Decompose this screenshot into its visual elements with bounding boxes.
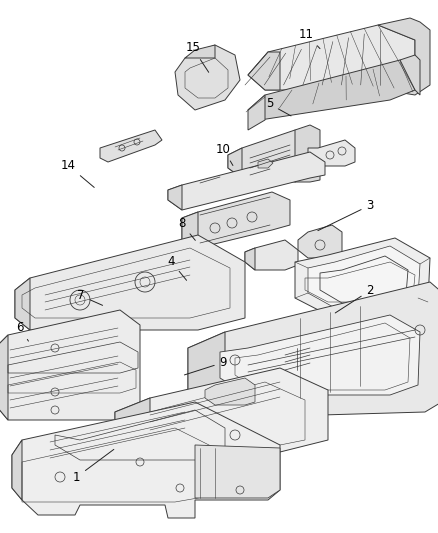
Polygon shape (188, 332, 225, 418)
Polygon shape (182, 212, 198, 248)
Polygon shape (115, 398, 150, 452)
Text: 8: 8 (178, 217, 195, 240)
Text: 6: 6 (16, 321, 28, 341)
Polygon shape (185, 45, 215, 58)
Polygon shape (15, 235, 245, 330)
Polygon shape (168, 185, 182, 210)
Text: 10: 10 (216, 143, 233, 166)
Polygon shape (228, 130, 310, 182)
Polygon shape (188, 282, 438, 418)
Polygon shape (298, 225, 342, 258)
Polygon shape (15, 278, 30, 330)
Polygon shape (0, 310, 140, 420)
Polygon shape (258, 159, 273, 168)
Polygon shape (195, 445, 280, 498)
Text: 11: 11 (299, 28, 320, 49)
Polygon shape (175, 45, 240, 110)
Polygon shape (205, 378, 255, 405)
Polygon shape (295, 125, 320, 182)
Text: 3: 3 (318, 199, 374, 231)
Polygon shape (228, 148, 242, 178)
Polygon shape (245, 248, 255, 270)
Polygon shape (248, 60, 415, 120)
Text: 2: 2 (335, 284, 374, 313)
Polygon shape (12, 440, 22, 500)
Polygon shape (115, 368, 328, 452)
Text: 9: 9 (184, 356, 227, 375)
Polygon shape (220, 315, 420, 395)
Text: 4: 4 (167, 255, 187, 280)
Text: 5: 5 (266, 98, 291, 116)
Polygon shape (100, 130, 162, 162)
Polygon shape (245, 240, 298, 270)
Polygon shape (248, 95, 265, 130)
Polygon shape (295, 238, 430, 315)
Text: 1: 1 (73, 449, 114, 483)
Polygon shape (12, 402, 280, 518)
Polygon shape (248, 25, 415, 90)
Polygon shape (308, 246, 420, 308)
Polygon shape (168, 152, 325, 210)
Polygon shape (248, 52, 280, 90)
Text: 7: 7 (77, 289, 102, 305)
Polygon shape (182, 192, 290, 248)
Polygon shape (0, 335, 8, 420)
Text: 15: 15 (185, 42, 209, 72)
Polygon shape (308, 140, 355, 166)
Polygon shape (378, 18, 430, 95)
Polygon shape (400, 55, 420, 95)
Text: 14: 14 (60, 159, 94, 188)
